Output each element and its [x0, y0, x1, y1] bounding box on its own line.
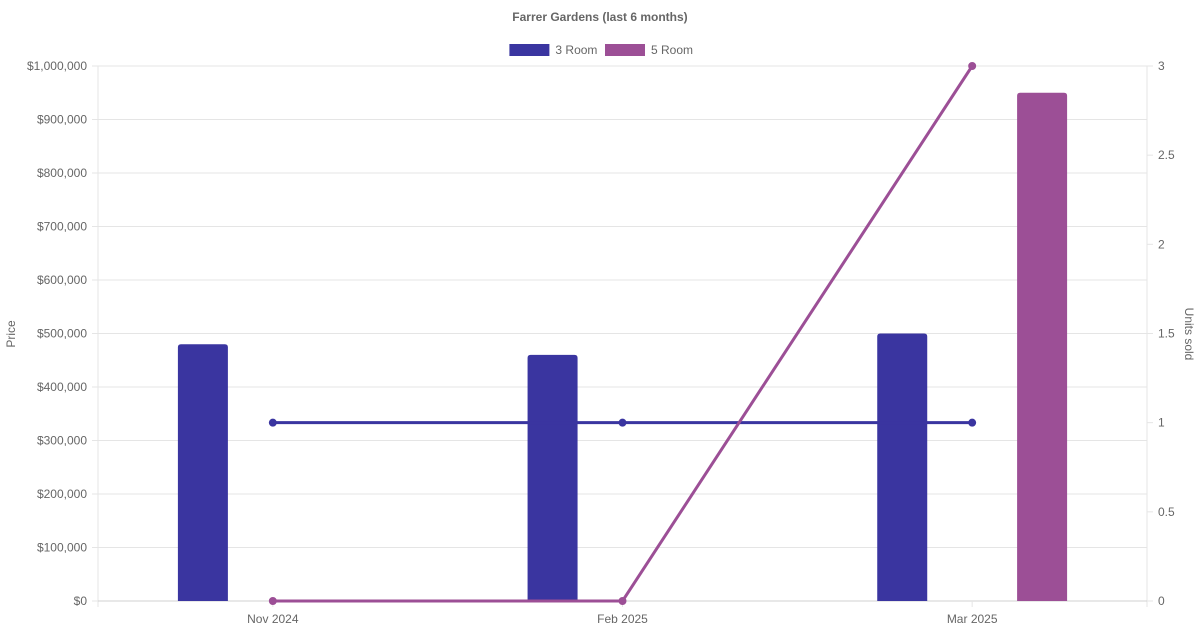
legend-label: 5 Room — [651, 43, 693, 57]
y-left-tick-label: $900,000 — [37, 113, 87, 127]
gridlines — [92, 65, 1153, 607]
bar-3-room — [177, 344, 228, 601]
x-tick-label: Feb 2025 — [597, 612, 648, 626]
x-tick-label: Mar 2025 — [947, 612, 998, 626]
y-left-tick-label: $1,000,000 — [27, 59, 87, 73]
y-right-tick-label: 1.5 — [1158, 327, 1175, 341]
y-left-tick-label: $200,000 — [37, 487, 87, 501]
bar-5-room — [1017, 92, 1068, 601]
chart-title: Farrer Gardens (last 6 months) — [512, 10, 687, 24]
y-left-tick-label: $800,000 — [37, 166, 87, 180]
y-right-axis-title: Units sold — [1182, 308, 1196, 361]
y-left-tick-label: $300,000 — [37, 434, 87, 448]
bar-3-room — [527, 354, 578, 601]
point-3-room — [268, 418, 277, 427]
y-right-tick-label: 3 — [1158, 59, 1165, 73]
y-right-tick-label: 0.5 — [1158, 505, 1175, 519]
y-left-tick-label: $700,000 — [37, 220, 87, 234]
point-5-room — [618, 597, 627, 605]
y-right-tick-label: 1 — [1158, 416, 1165, 430]
y-right-tick-label: 2.5 — [1158, 148, 1175, 162]
legend-swatch — [605, 44, 645, 56]
point-5-room — [268, 597, 277, 605]
legend-label: 3 Room — [555, 43, 597, 57]
point-3-room — [968, 418, 977, 427]
y-right-tick-label: 0 — [1158, 594, 1165, 608]
y-left-tick-label: $500,000 — [37, 327, 87, 341]
y-left-tick-label: $100,000 — [37, 541, 87, 555]
y-right-tick-label: 2 — [1158, 237, 1165, 251]
line-series — [268, 62, 977, 605]
bar-3-room — [877, 333, 928, 601]
point-3-room — [618, 418, 627, 427]
x-tick-label: Nov 2024 — [247, 612, 299, 626]
y-left-axis-title: Price — [4, 320, 18, 348]
legend: 3 Room 5 Room — [509, 43, 693, 57]
y-left-tick-label: $0 — [74, 594, 88, 608]
point-5-room — [968, 62, 977, 70]
y-left-tick-label: $400,000 — [37, 380, 87, 394]
legend-swatch — [509, 44, 550, 56]
bar-series — [177, 92, 1068, 601]
y-left-tick-label: $600,000 — [37, 273, 87, 287]
axes: $0 $100,000 $200,000 $300,000 $400,000 $500,0… — [27, 59, 1175, 626]
